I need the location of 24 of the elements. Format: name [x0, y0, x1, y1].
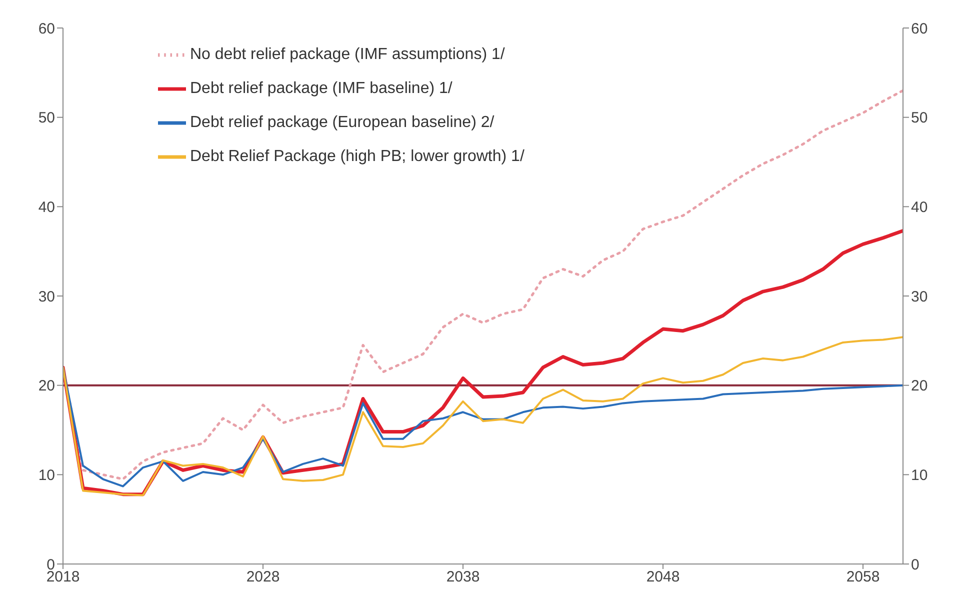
y2-tick-label: 0	[911, 556, 920, 574]
y2-tick-label: 10	[911, 466, 928, 484]
y-tick-label: 50	[38, 110, 55, 127]
y-tick-label: 20	[38, 378, 55, 395]
y2-tick-label: 30	[911, 288, 928, 306]
legend-label: Debt Relief Package (high PB; lower growth) 1/	[190, 148, 524, 165]
line-series	[63, 366, 903, 488]
legend-label: Debt relief package (European baseline) 2/	[190, 114, 494, 131]
x-tick-label: 2058	[846, 568, 880, 586]
y-tick-label: 30	[38, 288, 55, 306]
y-tick-label: 10	[38, 466, 55, 484]
x-tick-label: 2028	[246, 568, 280, 586]
line-series	[63, 336, 903, 496]
y-tick-label: 40	[38, 198, 55, 216]
x-tick-label: 2048	[646, 568, 680, 586]
y-tick-label: 60	[38, 20, 55, 38]
x-tick-label: 2038	[446, 568, 480, 586]
x-tick-label: 2018	[46, 568, 80, 586]
y2-tick-label: 40	[911, 198, 928, 216]
y2-tick-label: 50	[911, 110, 928, 127]
legend-label: Debt relief package (IMF baseline) 1/	[190, 80, 452, 97]
y2-tick-label: 60	[911, 20, 928, 38]
y2-tick-label: 20	[911, 378, 928, 395]
legend-label: No debt relief package (IMF assumptions) 1/	[190, 46, 505, 63]
